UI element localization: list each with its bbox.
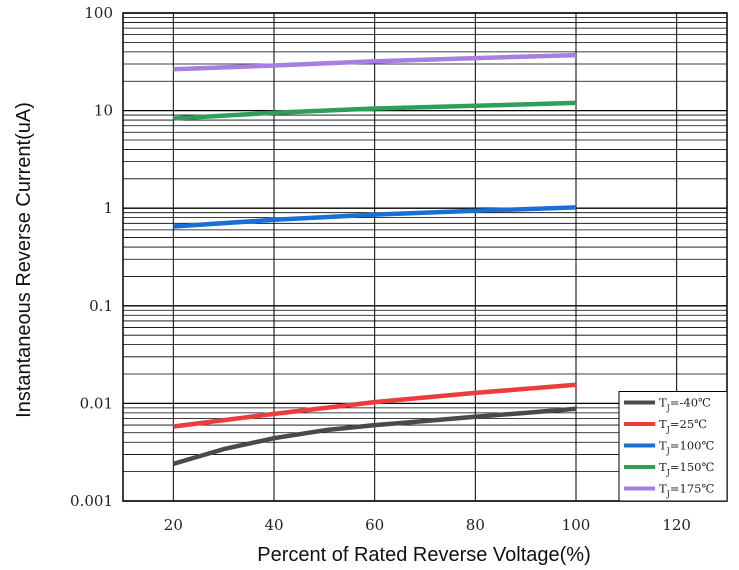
plot-area-frame — [122, 12, 728, 502]
series-line — [173, 205, 577, 229]
x-tick-label: 20 — [164, 516, 183, 534]
series-line — [172, 406, 577, 467]
y-axis-tick-labels: 0.001 0.01 0.1 1 10 100 — [70, 4, 113, 510]
x-tick-label: 40 — [264, 516, 283, 534]
y-tick-label: 1 — [103, 199, 113, 217]
y-tick-label: 0.1 — [89, 297, 113, 315]
series-lines — [172, 52, 577, 467]
x-axis-title: Percent of Rated Reverse Voltage(%) — [257, 544, 591, 566]
y-tick-label: 100 — [84, 4, 113, 22]
x-tick-label: 100 — [562, 516, 591, 534]
x-axis-tick-labels: 20 40 60 80 100 120 — [164, 516, 691, 534]
y-axis-title: Instantaneous Reverse Current(uA) — [13, 102, 35, 418]
legend-label: TJ=175℃ — [659, 482, 714, 499]
legend-label: TJ=100℃ — [659, 439, 714, 456]
x-tick-label: 60 — [365, 516, 384, 534]
x-tick-label: 80 — [466, 516, 485, 534]
legend-label: TJ=150℃ — [659, 460, 714, 477]
y-tick-label: 0.01 — [80, 394, 113, 412]
series-line — [173, 52, 577, 72]
series-line — [173, 382, 577, 429]
x-tick-label: 120 — [662, 516, 691, 534]
y-tick-label: 0.001 — [70, 492, 113, 510]
series-line — [173, 100, 577, 121]
legend-label: TJ=25℃ — [659, 417, 707, 434]
legend: TJ=-40℃ TJ=25℃ TJ=100℃ TJ=150℃ TJ=175℃ — [618, 391, 728, 502]
y-tick-label: 10 — [94, 102, 113, 120]
legend-label: TJ=-40℃ — [659, 396, 711, 413]
